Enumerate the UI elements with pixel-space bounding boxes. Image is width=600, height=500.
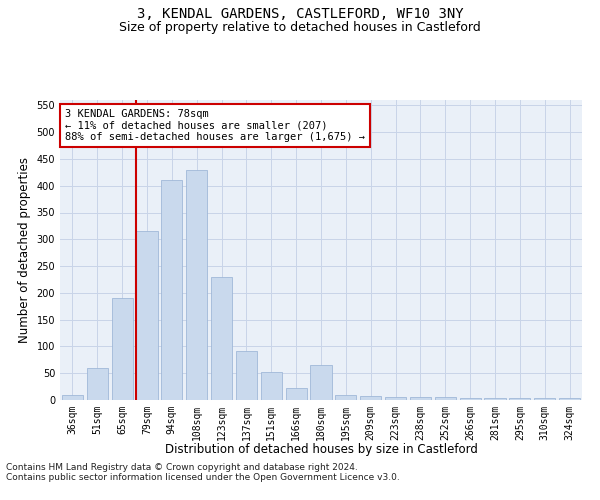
Bar [310,365,332,400]
Bar [335,394,356,400]
Y-axis label: Number of detached properties: Number of detached properties [18,157,31,343]
Bar [286,388,307,400]
Text: Contains HM Land Registry data © Crown copyright and database right 2024.: Contains HM Land Registry data © Crown c… [6,464,358,472]
Bar [186,170,207,400]
Text: Distribution of detached houses by size in Castleford: Distribution of detached houses by size … [164,442,478,456]
Bar [87,368,108,400]
Bar [360,396,381,400]
Bar [211,277,232,400]
Bar [385,398,406,400]
Text: Contains public sector information licensed under the Open Government Licence v3: Contains public sector information licen… [6,474,400,482]
Bar [460,398,481,400]
Bar [484,398,506,400]
Bar [136,231,158,400]
Bar [534,398,555,400]
Bar [161,180,182,400]
Text: 3 KENDAL GARDENS: 78sqm
← 11% of detached houses are smaller (207)
88% of semi-d: 3 KENDAL GARDENS: 78sqm ← 11% of detache… [65,109,365,142]
Bar [62,394,83,400]
Bar [509,398,530,400]
Bar [236,350,257,400]
Text: 3, KENDAL GARDENS, CASTLEFORD, WF10 3NY: 3, KENDAL GARDENS, CASTLEFORD, WF10 3NY [137,8,463,22]
Bar [261,372,282,400]
Bar [559,398,580,400]
Bar [112,298,133,400]
Text: Size of property relative to detached houses in Castleford: Size of property relative to detached ho… [119,21,481,34]
Bar [435,398,456,400]
Bar [410,398,431,400]
